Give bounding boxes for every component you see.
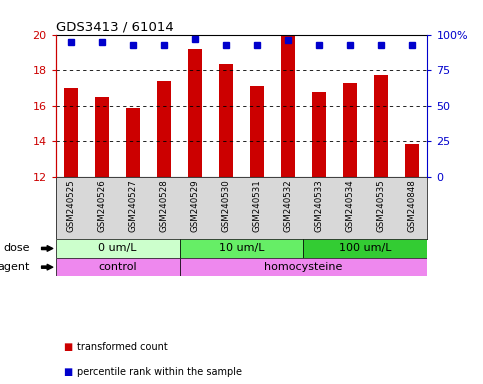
Bar [95,97,109,177]
Text: GSM240526: GSM240526 [98,179,107,232]
Text: GSM240848: GSM240848 [408,179,416,232]
Text: GSM240531: GSM240531 [253,179,261,232]
Bar [56,258,180,276]
Text: GSM240530: GSM240530 [222,179,230,232]
Text: 100 um/L: 100 um/L [339,243,392,253]
Text: dose: dose [3,243,29,253]
Bar [64,88,78,177]
Bar [180,239,303,258]
Bar [126,108,140,177]
Text: agent: agent [0,262,29,272]
Text: GSM240528: GSM240528 [159,179,169,232]
Text: 0 um/L: 0 um/L [98,243,137,253]
Text: GSM240527: GSM240527 [128,179,138,232]
Text: GSM240535: GSM240535 [376,179,385,232]
Bar [250,86,264,177]
Bar [180,258,427,276]
Bar [303,239,427,258]
Bar [281,36,295,177]
Text: GSM240534: GSM240534 [345,179,355,232]
Bar [343,83,357,177]
Text: GSM240525: GSM240525 [67,179,75,232]
Bar [56,239,180,258]
Text: ■: ■ [63,367,72,377]
Text: GSM240532: GSM240532 [284,179,293,232]
Text: ■: ■ [63,342,72,352]
Text: GSM240533: GSM240533 [314,179,324,232]
Text: percentile rank within the sample: percentile rank within the sample [77,367,242,377]
Text: homocysteine: homocysteine [264,262,342,272]
Text: control: control [98,262,137,272]
Text: GDS3413 / 61014: GDS3413 / 61014 [56,20,173,33]
Bar [312,93,326,177]
Bar [405,144,419,177]
Bar [219,64,233,177]
Bar [157,81,171,177]
Bar [188,49,202,177]
Text: GSM240529: GSM240529 [190,179,199,232]
Bar [374,74,388,177]
Text: 10 um/L: 10 um/L [219,243,264,253]
Text: transformed count: transformed count [77,342,168,352]
